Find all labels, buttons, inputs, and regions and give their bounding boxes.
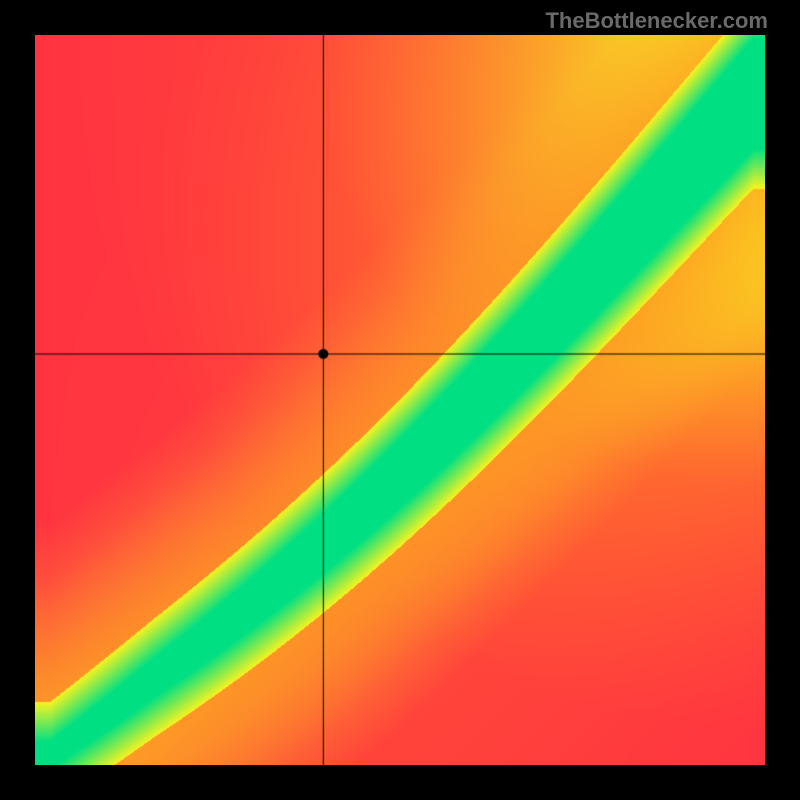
- crosshair-overlay: [35, 35, 765, 765]
- watermark-text: TheBottlenecker.com: [545, 8, 768, 34]
- plot-area: [35, 35, 765, 765]
- chart-container: TheBottlenecker.com: [0, 0, 800, 800]
